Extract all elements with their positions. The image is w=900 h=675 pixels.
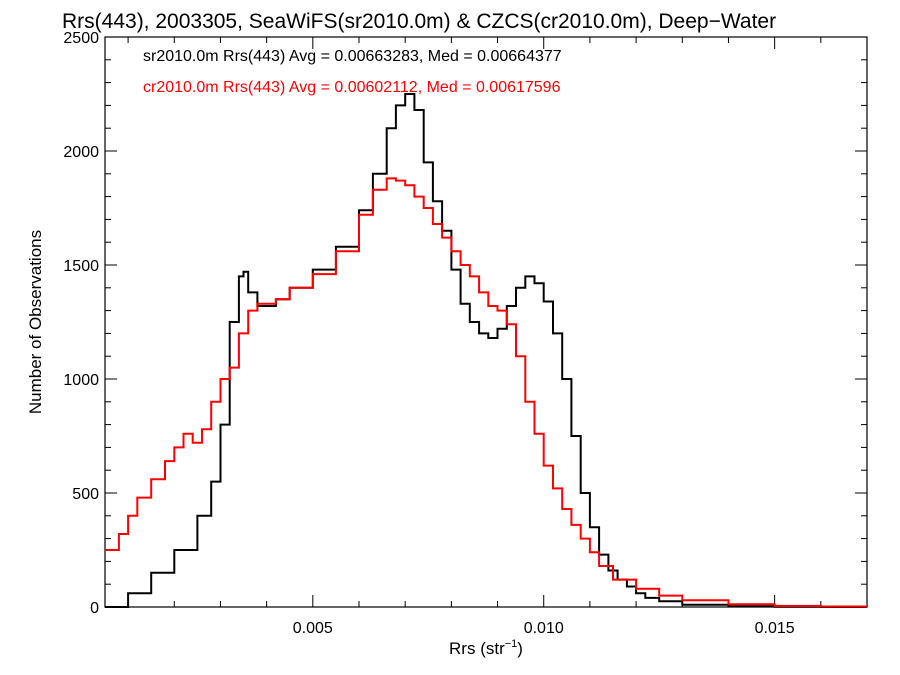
y-tick-label: 0 bbox=[90, 600, 99, 617]
y-tick-label: 1500 bbox=[63, 258, 99, 275]
legend-entry-czcs: cr2010.0m Rrs(443) Avg = 0.00602112, Med… bbox=[143, 79, 561, 96]
x-tick-label: 0.010 bbox=[524, 620, 564, 637]
y-tick-label: 1000 bbox=[63, 372, 99, 389]
plot-frame bbox=[104, 36, 868, 608]
x-tick-label: 0.015 bbox=[755, 620, 795, 637]
legend-entry-seawifs: sr2010.0m Rrs(443) Avg = 0.00663283, Med… bbox=[143, 48, 562, 65]
y-tick-label: 2000 bbox=[63, 144, 99, 161]
series-layer bbox=[105, 93, 868, 608]
y-axis: 0 500 1000 1500 2000 2500 bbox=[63, 30, 867, 617]
series-czcs-line bbox=[105, 177, 868, 608]
x-axis-title-exponent: −1 bbox=[505, 638, 518, 650]
x-axis-title-main: Rrs (str bbox=[449, 639, 505, 658]
y-axis-title: Number of Observations bbox=[26, 230, 45, 414]
chart-title: Rrs(443), 2003305, SeaWiFS(sr2010.0m) & … bbox=[62, 10, 776, 33]
y-tick-label: 500 bbox=[72, 486, 99, 503]
x-axis-title-close: ) bbox=[517, 639, 523, 658]
x-axis: 0.005 0.010 0.015 bbox=[127, 37, 822, 637]
y-tick-label: 2500 bbox=[63, 30, 99, 47]
x-tick-label: 0.005 bbox=[293, 620, 333, 637]
x-axis-title: Rrs (str−1) bbox=[449, 638, 523, 658]
series-seawifs-line bbox=[105, 93, 867, 608]
